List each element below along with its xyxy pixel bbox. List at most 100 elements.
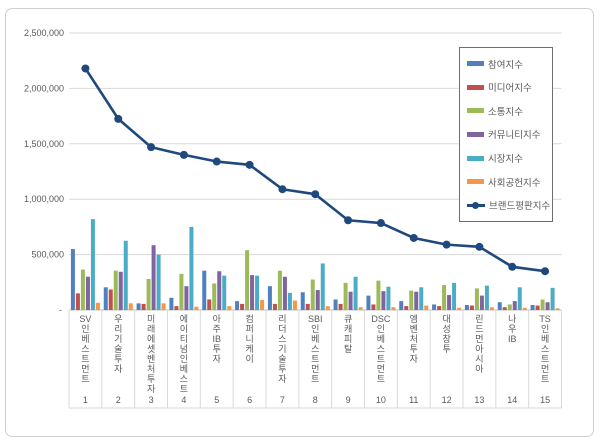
line-marker [344,216,353,225]
line-marker [475,242,484,251]
bar-소통지수 [310,279,315,310]
bar-미디어지수 [75,293,80,310]
line-marker [212,157,221,166]
bar-커뮤니티지수 [447,295,452,310]
bar-참여지수 [399,301,404,310]
bar-미디어지수 [207,299,212,310]
bar-소통지수 [442,285,447,310]
bar-시장지수 [320,263,325,310]
rank-label: 11 [409,395,418,405]
legend-label: 사회공헌지수 [488,177,541,189]
bar-커뮤니티지수 [250,275,255,310]
legend-swatch [467,61,484,67]
bar-시장지수 [550,287,555,310]
bar-미디어지수 [502,307,507,310]
bar-소통지수 [212,283,217,310]
bar-사회공헌지수 [489,307,494,310]
bar-참여지수 [300,292,305,310]
bar-시장지수 [255,275,260,310]
bar-커뮤니티지수 [217,271,222,310]
bar-미디어지수 [174,306,179,310]
bar-미디어지수 [108,289,113,310]
rank-label: 12 [442,395,452,405]
bar-시장지수 [484,285,489,310]
rank-label: 7 [280,395,285,405]
bar-사회공헌지수 [161,303,166,310]
bar-미디어지수 [437,306,442,310]
bar-참여지수 [464,305,469,310]
bar-사회공헌지수 [227,306,232,310]
legend-item: 시장지수 [467,152,552,165]
bar-커뮤니티지수 [512,301,517,310]
legend-item: 브랜드평판지수 [467,199,552,212]
bar-사회공헌지수 [95,302,100,310]
rank-label: 13 [474,395,484,405]
legend-label: 소통지수 [488,106,523,118]
bar-소통지수 [507,304,512,310]
bar-소통지수 [409,290,414,310]
bar-커뮤니티지수 [151,245,156,310]
bar-소통지수 [80,269,85,310]
bar-시장지수 [90,219,95,310]
bar-사회공헌지수 [260,300,265,310]
rank-label: 15 [540,395,550,405]
bar-미디어지수 [404,306,409,310]
rank-label: 3 [149,395,154,405]
bar-커뮤니티지수 [282,276,287,310]
bar-미디어지수 [305,303,310,310]
legend-label: 미디어지수 [488,83,532,95]
bar-참여지수 [333,299,338,310]
bar-사회공헌지수 [522,307,527,310]
bar-커뮤니티지수 [545,302,550,310]
bar-커뮤니티지수 [479,295,484,310]
legend-swatch [467,155,484,161]
y-tick-label: 2,500,000 [24,28,64,38]
line-marker [81,64,90,73]
bar-미디어지수 [141,303,146,310]
rank-label: 6 [247,395,252,405]
legend-label: 브랜드평판지수 [489,201,551,213]
bar-미디어지수 [371,304,376,310]
y-tick-label: 1,500,000 [24,139,64,149]
bar-커뮤니티지수 [118,271,123,310]
category-label: SBI 인 베 스 트 먼 트 [308,314,323,384]
bar-소통지수 [343,282,348,310]
bar-커뮤니티지수 [315,290,320,310]
category-label: DSC 인 베 스 트 먼 트 [371,314,391,384]
line-marker [278,185,287,194]
line-marker [179,150,188,159]
line-marker [147,143,156,152]
bar-미디어지수 [338,303,343,310]
line-marker [245,160,254,169]
legend-label: 커뮤니티지수 [488,130,541,142]
legend-swatch [467,131,484,137]
bar-참여지수 [432,304,437,310]
bar-사회공헌지수 [555,308,560,310]
bar-소통지수 [540,299,545,310]
bar-소통지수 [376,280,381,310]
legend-item: 미디어지수 [467,81,552,94]
bar-커뮤니티지수 [348,291,353,310]
rank-label: 9 [346,395,351,405]
rank-label: 4 [181,395,186,405]
y-tick-label: 2,000,000 [24,83,64,93]
bar-소통지수 [277,270,282,310]
bar-사회공헌지수 [391,307,396,310]
line-marker [541,267,550,276]
bar-시장지수 [123,240,128,310]
legend-label: 참여지수 [488,59,523,71]
bar-미디어지수 [272,303,277,310]
bar-소통지수 [146,278,151,310]
bar-시장지수 [189,226,194,310]
bar-사회공헌지수 [325,306,330,310]
bar-사회공헌지수 [194,306,199,310]
legend-swatch [467,179,484,185]
bar-소통지수 [179,273,184,310]
